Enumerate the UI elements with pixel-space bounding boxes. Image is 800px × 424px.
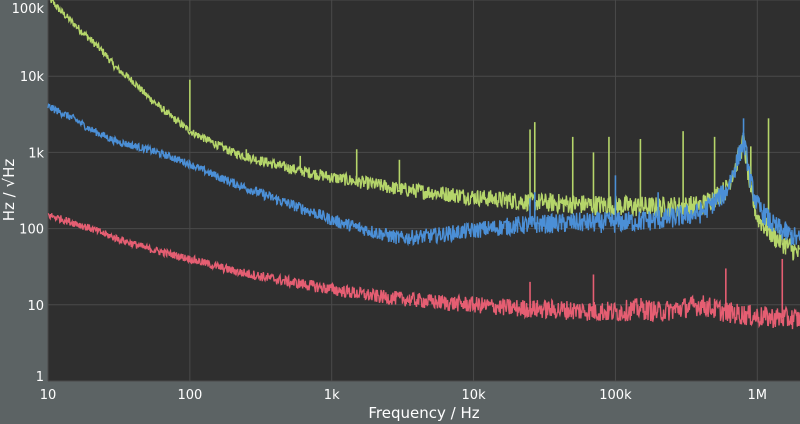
y-tick-label: 100 xyxy=(19,223,44,238)
x-tick-label: 1k xyxy=(324,388,340,403)
y-tick-label: 10k xyxy=(20,70,45,85)
x-tick-label: 100k xyxy=(599,388,632,403)
series-layer xyxy=(47,0,800,330)
y-tick-label: 1k xyxy=(28,146,44,161)
x-tick-label: 100 xyxy=(177,388,202,403)
x-axis-label: Frequency / Hz xyxy=(368,404,479,422)
gridlines xyxy=(47,0,800,382)
y-tick-label: 10 xyxy=(27,299,44,314)
y-axis-label: Hz / √Hz xyxy=(0,159,18,222)
y-tick-label: 100k xyxy=(12,2,45,17)
series-line xyxy=(47,102,800,247)
series-line xyxy=(47,213,800,330)
x-tick-label: 1M xyxy=(748,388,768,403)
tick-labels: 10 100 1k 10k 100k 1M 1 10 100 1k 10k 100k xyxy=(12,2,767,403)
plot-area xyxy=(48,0,800,381)
series-3 xyxy=(47,213,800,330)
x-tick-label: 10k xyxy=(462,388,487,403)
series-line xyxy=(50,0,800,261)
series-1 xyxy=(50,0,800,261)
series-2 xyxy=(47,102,800,247)
y-tick-label: 1 xyxy=(36,370,44,385)
x-tick-label: 10 xyxy=(40,388,57,403)
